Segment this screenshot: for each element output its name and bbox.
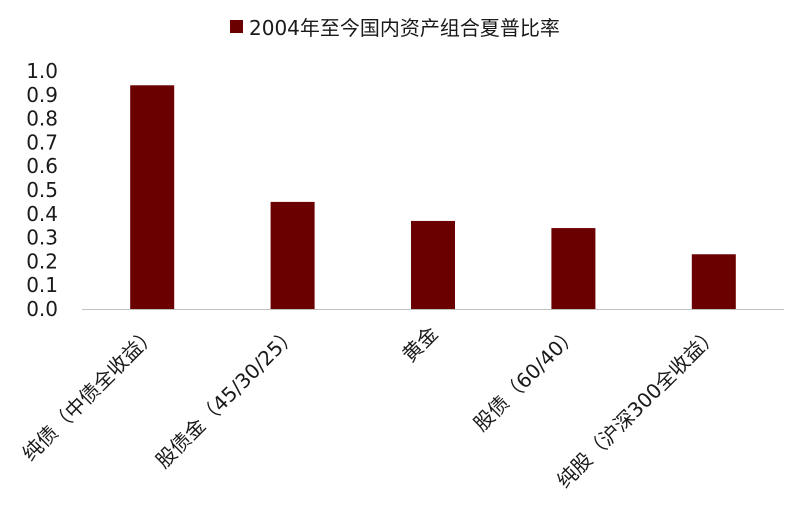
y-tick-label: 0.8 xyxy=(26,107,58,131)
bars xyxy=(130,85,736,309)
bar xyxy=(270,201,315,309)
y-tick-label: 0.0 xyxy=(26,297,58,321)
y-tick-label: 0.5 xyxy=(26,178,58,202)
y-axis-ticks: 0.00.10.20.30.40.50.60.70.80.91.0 xyxy=(26,59,58,321)
y-tick-label: 0.3 xyxy=(26,226,58,250)
x-axis-labels: 纯债（中债全收益）股债金（45/30/25） 黄金 股债（60/40）纯股（沪深30… xyxy=(17,322,723,493)
legend-swatch xyxy=(230,19,243,33)
bar xyxy=(691,254,736,309)
y-tick-label: 0.1 xyxy=(26,273,58,297)
y-tick-label: 0.6 xyxy=(26,154,58,178)
bar xyxy=(130,85,175,309)
bar xyxy=(551,228,596,309)
x-category-label: 股债金（45/30/25） xyxy=(151,322,302,473)
chart-legend: 2004年至今国内资产组合夏普比率 xyxy=(230,12,560,40)
x-category-label: 纯股（沪深300全收益） xyxy=(552,322,723,493)
x-category-label: 股债（60/40） xyxy=(469,322,583,436)
y-tick-label: 0.4 xyxy=(26,202,58,226)
y-tick-label: 0.2 xyxy=(26,249,58,273)
legend-label: 2004年至今国内资产组合夏普比率 xyxy=(249,15,560,40)
x-category-label: 黄金 xyxy=(397,322,442,367)
y-tick-label: 0.7 xyxy=(26,130,58,154)
y-tick-label: 1.0 xyxy=(26,59,58,83)
y-tick-label: 0.9 xyxy=(26,83,58,107)
bar xyxy=(411,220,455,309)
x-category-label: 纯债（中债全收益） xyxy=(17,322,161,466)
